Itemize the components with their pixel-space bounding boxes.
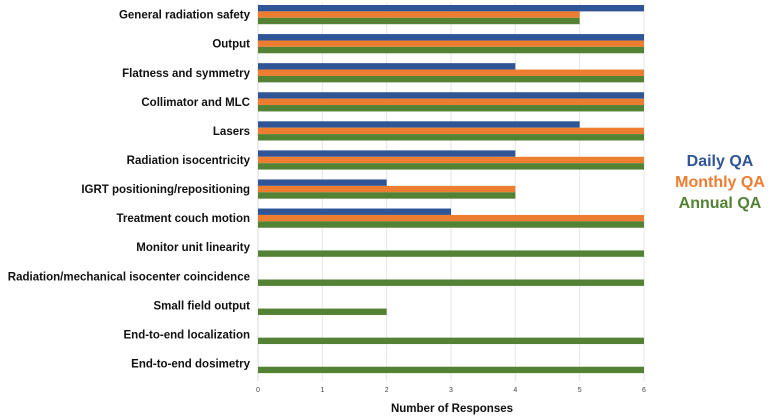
bar-annual-qa bbox=[258, 163, 644, 170]
bar-annual-qa bbox=[258, 250, 644, 257]
bar-monthly-qa bbox=[258, 69, 644, 76]
x-tick-label: 6 bbox=[642, 387, 646, 394]
bar-annual-qa bbox=[258, 366, 644, 374]
x-tick-label: 1 bbox=[320, 387, 324, 394]
legend-item-monthly: Monthly QA bbox=[675, 174, 765, 191]
category-label: Treatment couch motion bbox=[116, 213, 250, 225]
bar-annual-qa bbox=[258, 221, 644, 228]
x-tick-label: 4 bbox=[513, 387, 517, 394]
category-label: Radiation isocentricity bbox=[127, 155, 251, 167]
bar-daily-qa bbox=[258, 63, 516, 70]
bar-monthly-qa bbox=[258, 185, 516, 193]
category-label: Radiation/mechanical isocenter coinciden… bbox=[8, 271, 250, 283]
bar-annual-qa bbox=[258, 46, 644, 54]
bar-annual-qa bbox=[258, 17, 580, 25]
x-tick-label: 3 bbox=[449, 387, 453, 394]
bar-annual-qa bbox=[258, 134, 644, 141]
bar-daily-qa bbox=[258, 121, 580, 128]
bar-monthly-qa bbox=[258, 11, 580, 18]
legend: Daily QA Monthly QA Annual QA bbox=[670, 151, 770, 214]
bar-daily-qa bbox=[258, 150, 516, 157]
bar-annual-qa bbox=[258, 105, 644, 112]
bar-series bbox=[258, 5, 644, 374]
x-tick-label: 0 bbox=[256, 387, 260, 394]
bar-monthly-qa bbox=[258, 214, 644, 222]
bar-daily-qa bbox=[258, 179, 387, 186]
bar-daily-qa bbox=[258, 34, 644, 41]
category-label: IGRT positioning/repositioning bbox=[81, 184, 250, 196]
x-axis-title: Number of Responses bbox=[391, 403, 513, 415]
bar-annual-qa bbox=[258, 75, 644, 83]
category-label: Monitor unit linearity bbox=[136, 242, 250, 254]
legend-item-daily: Daily QA bbox=[686, 153, 754, 170]
legend-item-annual: Annual QA bbox=[678, 195, 762, 212]
bar-monthly-qa bbox=[258, 127, 644, 135]
category-label: Collimator and MLC bbox=[141, 97, 250, 109]
category-label: Flatness and symmetry bbox=[122, 68, 250, 80]
category-label: General radiation safety bbox=[119, 10, 251, 22]
x-tick-label: 5 bbox=[578, 387, 582, 394]
x-tick-labels: 0 1 2 3 4 5 6 bbox=[256, 387, 646, 394]
category-label: End-to-end dosimetry bbox=[131, 359, 250, 371]
category-labels: General radiation safety Output Flatness a… bbox=[8, 10, 251, 371]
bar-monthly-qa bbox=[258, 156, 644, 164]
bar-daily-qa bbox=[258, 5, 644, 12]
bar-daily-qa bbox=[258, 92, 644, 99]
bar-monthly-qa bbox=[258, 98, 644, 106]
bar-monthly-qa bbox=[258, 40, 644, 47]
bar-annual-qa bbox=[258, 192, 516, 199]
category-label: End-to-end localization bbox=[124, 329, 251, 341]
category-label: Lasers bbox=[213, 126, 250, 138]
bar-annual-qa bbox=[258, 308, 387, 315]
category-label: Small field output bbox=[154, 300, 251, 312]
bar-annual-qa bbox=[258, 279, 644, 286]
bar-daily-qa bbox=[258, 208, 451, 215]
x-tick-label: 2 bbox=[385, 387, 389, 394]
category-label: Output bbox=[212, 39, 250, 51]
bar-annual-qa bbox=[258, 337, 644, 345]
